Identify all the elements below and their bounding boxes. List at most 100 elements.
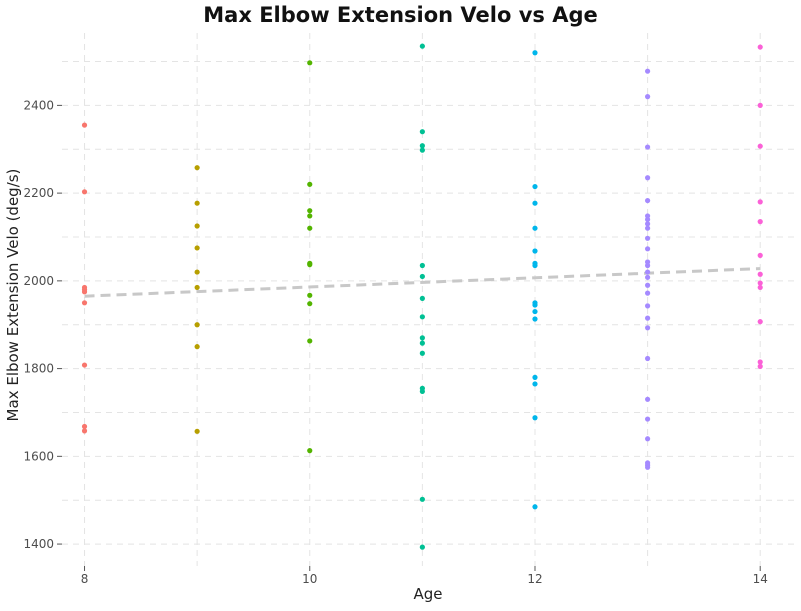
data-point-age-14 [757, 252, 763, 259]
data-point-age-10 [307, 292, 313, 298]
x-tick-label: 10 [302, 572, 317, 586]
data-point-age-12 [532, 415, 538, 421]
data-point-age-8 [81, 289, 88, 295]
data-point-age-9 [194, 245, 200, 251]
grid-lines [62, 33, 794, 566]
x-axis-label: Age [413, 585, 443, 603]
data-point-age-13 [645, 416, 651, 422]
y-tick-label: 2000 [23, 274, 54, 288]
x-tick-label: 14 [753, 572, 768, 586]
x-tick-label: 12 [527, 572, 542, 586]
data-point-age-13 [645, 315, 651, 321]
data-point-age-10 [307, 213, 313, 219]
data-point-age-14 [757, 280, 763, 286]
data-point-age-13 [645, 216, 651, 223]
data-point-age-8 [81, 362, 88, 368]
data-point-age-11 [419, 262, 425, 269]
data-point-age-8 [81, 428, 88, 434]
data-point-age-12 [532, 316, 538, 322]
data-point-age-11 [419, 340, 425, 346]
data-point-age-10 [307, 225, 313, 231]
data-point-age-9 [194, 200, 200, 206]
data-point-age-11 [419, 388, 425, 395]
y-tick-label: 1400 [23, 537, 54, 551]
data-point-age-12 [532, 308, 538, 315]
data-point-age-10 [307, 208, 313, 214]
data-point-age-12 [532, 504, 538, 510]
data-point-age-13 [645, 197, 651, 204]
data-point-age-13 [645, 221, 651, 227]
data-point-age-8 [81, 423, 88, 430]
data-point-age-12 [532, 248, 538, 254]
data-point-age-13 [645, 68, 651, 74]
trend-line-layer [84, 267, 761, 298]
data-point-age-11 [419, 496, 425, 502]
data-point-age-13 [645, 94, 651, 100]
data-point-age-9 [194, 344, 200, 350]
data-point-age-9 [194, 223, 200, 229]
data-point-age-14 [757, 363, 763, 369]
data-point-age-11 [419, 335, 425, 341]
data-point-age-12 [532, 225, 538, 231]
x-tick-label: 8 [81, 572, 89, 586]
data-point-age-13 [645, 282, 651, 288]
data-point-age-13 [645, 225, 651, 231]
data-point-age-10 [307, 262, 313, 268]
data-points [81, 43, 763, 550]
data-point-age-14 [757, 44, 763, 50]
data-point-age-11 [419, 147, 425, 153]
data-point-age-9 [194, 269, 200, 275]
data-point-age-11 [419, 295, 425, 302]
data-point-age-10 [307, 448, 313, 454]
data-point-age-14 [757, 219, 763, 225]
data-point-age-10 [307, 301, 313, 307]
data-point-age-10 [307, 60, 313, 66]
data-point-age-13 [645, 235, 651, 241]
data-point-age-13 [645, 436, 651, 442]
data-point-age-14 [757, 319, 763, 325]
data-point-age-11 [419, 544, 425, 550]
data-point-age-11 [419, 273, 425, 280]
data-point-age-8 [81, 300, 88, 306]
data-point-age-13 [645, 396, 651, 402]
y-axis-label: Max Elbow Extension Velo (deg/s) [4, 168, 22, 422]
chart-title: Max Elbow Extension Velo vs Age [203, 3, 598, 27]
data-point-age-14 [757, 143, 763, 149]
data-point-age-11 [419, 43, 425, 49]
y-tick-label: 1600 [23, 449, 54, 463]
data-point-age-14 [757, 284, 763, 291]
data-point-age-13 [645, 246, 651, 252]
data-point-age-13 [645, 290, 651, 296]
data-point-age-11 [419, 350, 425, 356]
data-point-age-13 [645, 274, 651, 280]
data-point-age-12 [532, 374, 538, 380]
data-point-age-13 [645, 355, 651, 362]
data-point-age-14 [757, 271, 763, 277]
data-point-age-12 [532, 200, 538, 206]
data-point-age-12 [532, 302, 538, 308]
data-point-age-12 [532, 183, 538, 190]
y-tick-label: 2400 [23, 98, 54, 112]
tick-labels: 1400 1600 1800 2000 2200 2400 8 10 12 14 [23, 98, 767, 586]
data-point-age-10 [307, 338, 313, 344]
data-point-age-13 [645, 303, 651, 309]
data-point-age-8 [81, 189, 88, 195]
data-point-age-9 [194, 428, 200, 434]
data-point-age-11 [419, 314, 425, 320]
data-point-age-11 [419, 129, 425, 135]
data-point-age-13 [645, 175, 651, 181]
data-point-age-9 [194, 165, 200, 171]
data-point-age-14 [757, 359, 763, 365]
data-point-age-13 [645, 262, 651, 269]
data-point-age-9 [194, 322, 200, 328]
y-tick-label: 2200 [23, 186, 54, 200]
data-point-age-13 [645, 464, 651, 470]
data-point-age-13 [645, 325, 651, 331]
data-point-age-13 [645, 144, 651, 150]
data-point-age-12 [532, 50, 538, 56]
y-tick-label: 1800 [23, 362, 54, 376]
data-point-age-12 [532, 262, 538, 269]
data-point-age-9 [194, 284, 200, 291]
trend-line [84, 267, 761, 298]
